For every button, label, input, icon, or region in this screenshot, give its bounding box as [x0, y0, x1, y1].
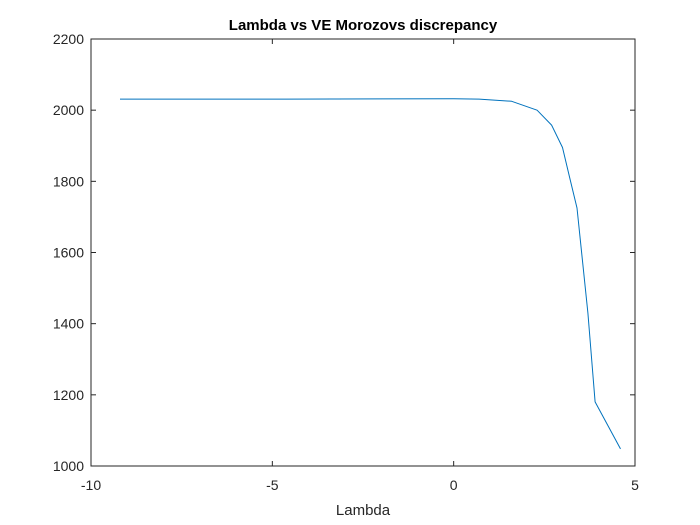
y-tick-label: 2200 — [53, 31, 84, 47]
y-tick-label: 1600 — [53, 245, 84, 261]
y-tick-label: 1200 — [53, 387, 84, 403]
x-tick-label: -10 — [81, 477, 101, 493]
x-tick-label: 0 — [450, 477, 458, 493]
y-tick-label: 2000 — [53, 102, 84, 118]
y-tick-label: 1000 — [53, 458, 84, 474]
x-tick-label: -5 — [266, 477, 279, 493]
chart-title: Lambda vs VE Morozovs discrepancy — [229, 17, 498, 34]
series-layer — [120, 98, 621, 450]
y-tick-label: 1400 — [53, 316, 84, 332]
ticks-layer: -10 -5 0 5 1000 1200 1400 1600 1800 2000 2200 — [53, 31, 639, 493]
x-axis-label: Lambda — [336, 502, 391, 519]
x-tick-label: 5 — [631, 477, 639, 493]
y-tick-label: 1800 — [53, 173, 84, 189]
plot-area — [91, 39, 635, 466]
series-line-discrepancy — [120, 98, 621, 450]
axes-box — [90, 38, 636, 467]
